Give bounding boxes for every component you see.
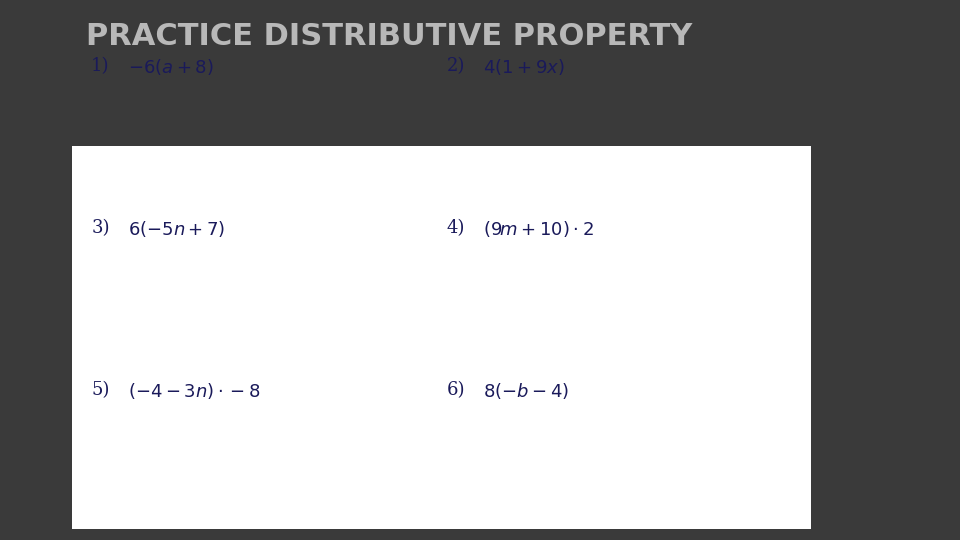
Text: $(-4-3n) \cdot -8$: $(-4-3n) \cdot -8$ [128,381,260,401]
Text: 3): 3) [91,219,109,237]
Text: 6): 6) [446,381,465,399]
Text: $-6(a+8)$: $-6(a+8)$ [128,57,213,77]
Text: $8(-b-4)$: $8(-b-4)$ [483,381,569,401]
Text: PRACTICE DISTRIBUTIVE PROPERTY: PRACTICE DISTRIBUTIVE PROPERTY [86,22,693,51]
Text: 5): 5) [91,381,109,399]
Text: $(9m+10) \cdot 2$: $(9m+10) \cdot 2$ [483,219,594,239]
Text: $4(1+9x)$: $4(1+9x)$ [483,57,564,77]
Bar [72,146,811,529]
Text: 1): 1) [91,57,109,75]
Text: 4): 4) [446,219,465,237]
Text: 2): 2) [446,57,465,75]
Text: $6(-5n+7)$: $6(-5n+7)$ [128,219,225,239]
